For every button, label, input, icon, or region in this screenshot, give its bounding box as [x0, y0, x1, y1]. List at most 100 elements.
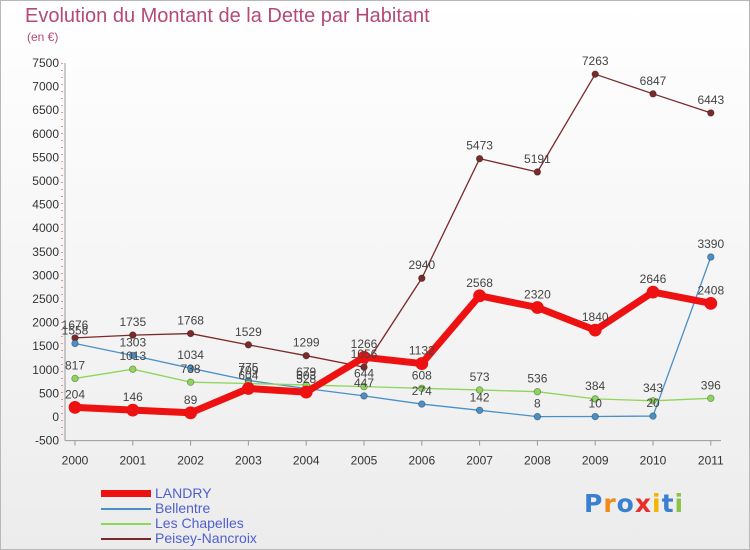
- y-tick-label: 3000: [32, 268, 59, 282]
- data-point: [186, 378, 195, 386]
- data-label: 1558: [62, 323, 89, 337]
- data-point: [588, 323, 602, 337]
- y-tick-label: 7500: [32, 56, 59, 70]
- data-label: 1056: [351, 347, 378, 361]
- data-label: 2320: [524, 287, 551, 301]
- data-point: [591, 412, 599, 421]
- x-tick-label: 2000: [62, 454, 89, 468]
- data-label: 396: [701, 378, 721, 392]
- data-label: 1299: [293, 336, 320, 350]
- chart-axes: -500 0 500 1000 1500 2000 2500 3000 3500 4000 4500…: [32, 56, 724, 468]
- data-label: 10: [589, 397, 603, 411]
- y-tick-label: 6500: [32, 103, 59, 117]
- legend-swatch: [101, 523, 151, 525]
- series-line-peisey-nancroix: [74, 73, 712, 368]
- data-point: [68, 400, 82, 414]
- data-point: [646, 285, 660, 299]
- legend-label: Bellentre: [155, 500, 211, 516]
- legend-label: Les Chapelles: [155, 515, 244, 531]
- data-point: [360, 392, 368, 400]
- y-tick-label: -500: [35, 434, 59, 448]
- data-label: 1303: [119, 335, 146, 349]
- data-label: 146: [123, 390, 143, 404]
- data-label: 2408: [697, 283, 724, 297]
- data-label: 1132: [409, 344, 435, 358]
- data-point: [649, 412, 657, 420]
- data-point: [475, 386, 484, 394]
- data-point: [533, 168, 542, 176]
- x-tick-label: 2005: [351, 454, 378, 468]
- data-label: 5473: [466, 139, 493, 153]
- data-label: 1034: [177, 348, 204, 362]
- data-label: 204: [65, 387, 85, 401]
- x-tick-label: 2010: [640, 454, 667, 468]
- data-label: 573: [470, 370, 490, 384]
- x-tick-label: 2007: [466, 454, 493, 468]
- y-tick-label: 5500: [32, 150, 59, 164]
- y-tick-label: 6000: [32, 127, 59, 141]
- data-label: 384: [585, 379, 605, 393]
- data-point: [591, 395, 599, 403]
- data-label: 20: [646, 396, 660, 410]
- data-point: [244, 341, 253, 349]
- data-point: [473, 289, 487, 303]
- y-tick-label: 2500: [32, 292, 59, 306]
- data-point: [129, 365, 137, 373]
- data-point: [129, 351, 137, 360]
- data-label: 1266: [351, 337, 378, 351]
- data-label: 738: [181, 362, 201, 376]
- data-point: [299, 385, 313, 399]
- data-label: 6847: [640, 74, 667, 88]
- x-tick-label: 2004: [293, 454, 320, 468]
- data-label: 2940: [408, 258, 435, 272]
- chart-series: [68, 70, 718, 421]
- data-point: [360, 382, 368, 391]
- data-point: [415, 357, 429, 370]
- chart-unit: (en €): [27, 30, 59, 44]
- x-tick-label: 2001: [119, 454, 146, 468]
- data-label: 6443: [697, 93, 724, 107]
- data-label: 679: [296, 365, 316, 379]
- data-point: [475, 406, 484, 414]
- series-line-bellentre: [74, 256, 712, 418]
- data-label: 644: [354, 367, 374, 381]
- x-tick-label: 2008: [524, 454, 551, 468]
- data-point: [360, 363, 368, 371]
- legend-swatch: [101, 508, 151, 510]
- data-label: 343: [643, 381, 663, 395]
- series-line-landry: [74, 288, 712, 417]
- data-point: [591, 70, 599, 78]
- legend-label: Peisey-Nancroix: [155, 530, 257, 546]
- y-tick-label: 5000: [32, 174, 59, 188]
- data-point: [533, 388, 542, 396]
- data-point: [126, 403, 140, 417]
- x-tick-label: 2003: [235, 454, 262, 468]
- chart-title: Evolution du Montant de la Dette par Hab…: [25, 5, 430, 27]
- data-point: [475, 154, 484, 163]
- data-label: 1768: [177, 314, 204, 328]
- data-label: 603: [296, 369, 316, 383]
- y-tick-label: 3500: [32, 245, 59, 259]
- data-label: 604: [238, 368, 258, 382]
- data-label: 775: [238, 360, 258, 374]
- x-tick-label: 2011: [698, 454, 724, 468]
- y-tick-label: 500: [39, 386, 59, 400]
- data-point: [418, 384, 426, 393]
- data-label: 2646: [640, 272, 667, 286]
- data-label: 1529: [235, 325, 262, 339]
- y-tick-label: 7000: [32, 80, 59, 94]
- data-label: 5191: [524, 152, 551, 166]
- proxiti-logo: Proxiti: [584, 489, 685, 518]
- data-label: 89: [184, 393, 198, 407]
- x-tick-label: 2006: [408, 454, 435, 468]
- data-label: 447: [354, 376, 374, 390]
- data-label: 528: [296, 372, 316, 386]
- data-label: 1013: [119, 349, 146, 363]
- data-point: [707, 253, 715, 261]
- y-tick-label: 1500: [32, 339, 59, 353]
- legend-swatch: [101, 538, 151, 540]
- data-point: [418, 400, 426, 408]
- data-point: [186, 364, 195, 372]
- data-point: [129, 331, 137, 339]
